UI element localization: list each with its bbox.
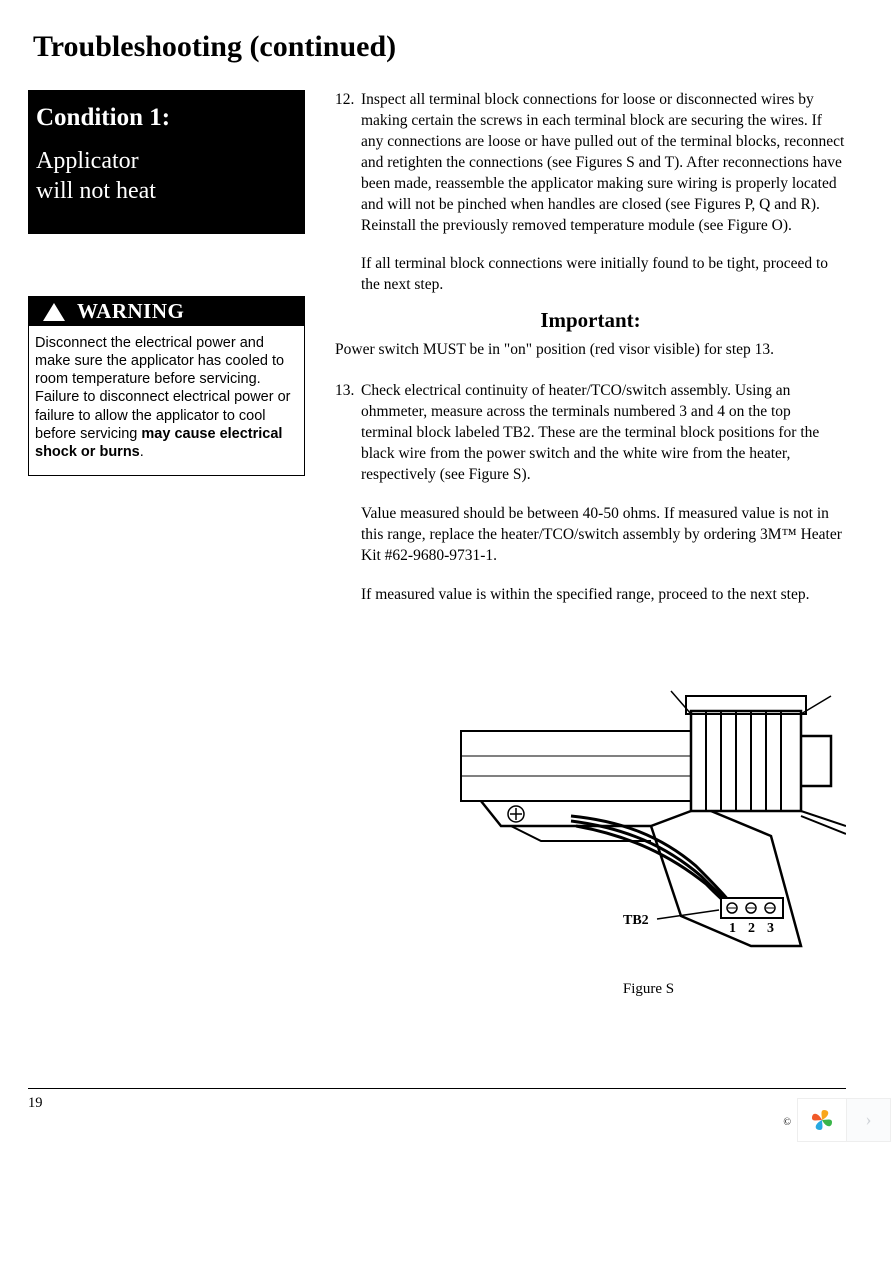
step-13: 13. Check electrical continuity of heate… xyxy=(335,381,846,605)
viewer-logo-icon[interactable] xyxy=(797,1098,847,1142)
condition-line2: will not heat xyxy=(36,178,156,204)
step-13-p2: Value measured should be between 40-50 o… xyxy=(361,504,846,567)
warning-title: WARNING xyxy=(77,299,184,324)
warning-body: Disconnect the electrical power and make… xyxy=(29,326,304,475)
step-13-body: Check electrical continuity of heater/TC… xyxy=(361,381,846,605)
figure-s: 1 2 3 TB2 Figure S xyxy=(451,666,846,998)
step-12-body: Inspect all terminal block connections f… xyxy=(361,90,846,296)
viewer-next-button[interactable]: › xyxy=(847,1098,891,1142)
warning-triangle-icon xyxy=(43,303,65,321)
tb2-label: TB2 xyxy=(623,913,649,928)
page-title: Troubleshooting (continued) xyxy=(33,30,846,64)
left-column: Condition 1: Applicator will not heat WA… xyxy=(28,90,305,476)
step-12-p1: Inspect all terminal block connections f… xyxy=(361,90,846,236)
terminal-3-label: 3 xyxy=(767,921,774,936)
right-column: 12. Inspect all terminal block connectio… xyxy=(335,90,846,998)
viewer-widget: › xyxy=(797,1098,891,1142)
step-13-p3: If measured value is within the specifie… xyxy=(361,585,846,606)
copyright-mark: © xyxy=(783,1117,791,1128)
important-note: Power switch MUST be in "on" position (r… xyxy=(335,341,846,359)
footer-rule xyxy=(28,1088,846,1089)
terminal-1-label: 1 xyxy=(729,921,736,936)
content-columns: Condition 1: Applicator will not heat WA… xyxy=(28,90,846,998)
step-12-p2: If all terminal block connections were i… xyxy=(361,254,846,296)
step-12: 12. Inspect all terminal block connectio… xyxy=(335,90,846,296)
figure-s-caption: Figure S xyxy=(451,981,846,998)
condition-line1: Applicator xyxy=(36,148,139,174)
step-13-p1: Check electrical continuity of heater/TC… xyxy=(361,381,846,486)
warning-body-post: . xyxy=(140,444,144,460)
page: Troubleshooting (continued) Condition 1:… xyxy=(0,0,891,1142)
step-13-num: 13. xyxy=(335,381,361,605)
chevron-right-icon: › xyxy=(866,1109,872,1130)
terminal-2-label: 2 xyxy=(748,921,755,936)
condition-label: Condition 1: xyxy=(36,104,291,132)
pinwheel-icon xyxy=(808,1106,836,1134)
important-heading: Important: xyxy=(335,308,846,333)
warning-header: WARNING xyxy=(29,297,304,326)
figure-s-diagram: 1 2 3 TB2 xyxy=(451,666,846,966)
warning-box: WARNING Disconnect the electrical power … xyxy=(28,296,305,476)
condition-text: Applicator will not heat xyxy=(36,146,291,206)
condition-box: Condition 1: Applicator will not heat xyxy=(28,90,305,234)
figure-s-wrap: 1 2 3 TB2 Figure S xyxy=(335,666,846,998)
step-12-num: 12. xyxy=(335,90,361,296)
page-number: 19 xyxy=(28,1095,846,1112)
